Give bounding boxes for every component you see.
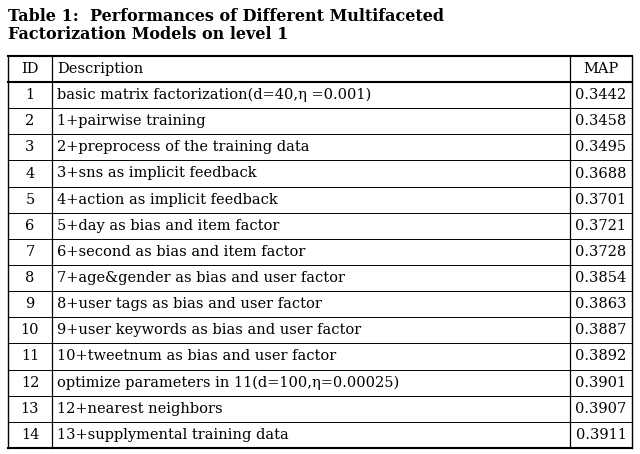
Text: 4+action as implicit feedback: 4+action as implicit feedback [57, 192, 278, 207]
Text: 0.3901: 0.3901 [575, 375, 627, 390]
Text: 0.3728: 0.3728 [575, 245, 627, 259]
Text: 10+tweetnum as bias and user factor: 10+tweetnum as bias and user factor [57, 350, 336, 364]
Text: 13+supplymental training data: 13+supplymental training data [57, 428, 289, 442]
Text: 5: 5 [26, 192, 35, 207]
Text: 0.3911: 0.3911 [575, 428, 627, 442]
Text: 8: 8 [26, 271, 35, 285]
Text: 9: 9 [26, 297, 35, 311]
Text: 2+preprocess of the training data: 2+preprocess of the training data [57, 140, 310, 154]
Text: 9+user keywords as bias and user factor: 9+user keywords as bias and user factor [57, 323, 361, 337]
Text: Description: Description [57, 62, 143, 76]
Text: 5+day as bias and item factor: 5+day as bias and item factor [57, 219, 280, 233]
Text: 12: 12 [21, 375, 39, 390]
Text: 6: 6 [26, 219, 35, 233]
Text: 0.3863: 0.3863 [575, 297, 627, 311]
Text: 1: 1 [26, 88, 35, 102]
Text: 3+sns as implicit feedback: 3+sns as implicit feedback [57, 167, 257, 181]
Text: Table 1:  Performances of Different Multifaceted: Table 1: Performances of Different Multi… [8, 8, 444, 25]
Text: 0.3887: 0.3887 [575, 323, 627, 337]
Text: 1+pairwise training: 1+pairwise training [57, 114, 205, 128]
Text: 0.3688: 0.3688 [575, 167, 627, 181]
Text: 0.3442: 0.3442 [575, 88, 627, 102]
Text: 10: 10 [20, 323, 39, 337]
Text: 8+user tags as bias and user factor: 8+user tags as bias and user factor [57, 297, 322, 311]
Text: 2: 2 [26, 114, 35, 128]
Text: Factorization Models on level 1: Factorization Models on level 1 [8, 26, 289, 43]
Text: 12+nearest neighbors: 12+nearest neighbors [57, 402, 223, 416]
Text: 0.3854: 0.3854 [575, 271, 627, 285]
Text: 6+second as bias and item factor: 6+second as bias and item factor [57, 245, 305, 259]
Text: optimize parameters in 11(d=100,η=0.00025): optimize parameters in 11(d=100,η=0.0002… [57, 375, 399, 390]
Text: 14: 14 [21, 428, 39, 442]
Text: basic matrix factorization(d=40,η =0.001): basic matrix factorization(d=40,η =0.001… [57, 88, 371, 102]
Text: 13: 13 [20, 402, 39, 416]
Text: 0.3458: 0.3458 [575, 114, 627, 128]
Text: 0.3701: 0.3701 [575, 192, 627, 207]
Text: 0.3892: 0.3892 [575, 350, 627, 364]
Text: 0.3907: 0.3907 [575, 402, 627, 416]
Text: 4: 4 [26, 167, 35, 181]
Text: 0.3721: 0.3721 [575, 219, 627, 233]
Text: 0.3495: 0.3495 [575, 140, 627, 154]
Text: 7+age&gender as bias and user factor: 7+age&gender as bias and user factor [57, 271, 345, 285]
Text: 7: 7 [26, 245, 35, 259]
Text: 3: 3 [26, 140, 35, 154]
Text: ID: ID [21, 62, 39, 76]
Text: 11: 11 [21, 350, 39, 364]
Text: MAP: MAP [584, 62, 619, 76]
